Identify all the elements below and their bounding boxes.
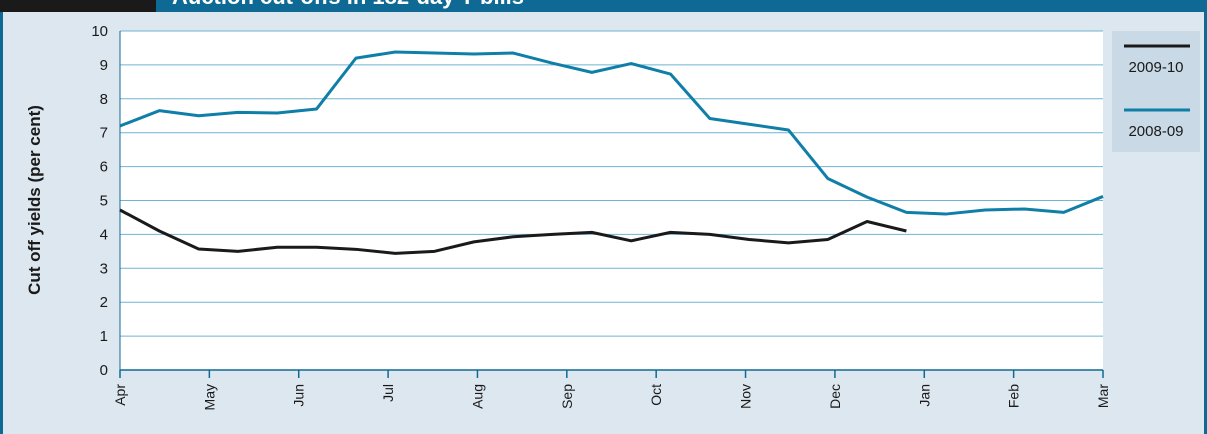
y-tick-label: 8 [100, 91, 108, 108]
y-tick-label: 7 [100, 125, 108, 142]
chart-title: Auction cut-offs in 182-day T-bills [172, 0, 524, 9]
title-badge [0, 0, 156, 12]
x-tick-label: Oct [648, 384, 664, 406]
y-tick-label: 6 [100, 159, 108, 176]
y-tick-label: 9 [100, 57, 108, 74]
x-tick-label: Dec [827, 384, 843, 409]
x-tick-label: Aug [469, 384, 485, 409]
x-tick-label: Jul [380, 384, 396, 402]
y-tick-label: 10 [91, 23, 108, 40]
legend-label: 2008-09 [1128, 123, 1183, 140]
y-tick-label: 2 [100, 294, 108, 311]
x-tick-label: Jan [916, 384, 932, 407]
series-line [119, 50, 1104, 216]
x-tick-label: May [201, 384, 217, 410]
y-tick-label: 4 [100, 226, 108, 243]
y-axis-label: Cut off yields (per cent) [25, 105, 44, 295]
right-border [1204, 0, 1207, 434]
y-tick-label: 5 [100, 193, 108, 210]
y-tick-label: 3 [100, 260, 108, 277]
left-border [0, 0, 3, 434]
x-tick-label: Feb [1006, 384, 1022, 408]
x-tick-label: Mar [1095, 384, 1111, 408]
x-tick-label: Jun [291, 384, 307, 407]
legend [1112, 31, 1200, 152]
x-tick-label: Apr [112, 384, 128, 406]
series-line [119, 208, 907, 255]
title-bar [0, 0, 1207, 12]
legend-label: 2009-10 [1128, 59, 1183, 76]
x-tick-label: Nov [738, 384, 754, 409]
y-tick-label: 0 [100, 362, 108, 379]
x-tick-label: Sep [559, 384, 575, 409]
y-tick-label: 1 [100, 328, 108, 345]
